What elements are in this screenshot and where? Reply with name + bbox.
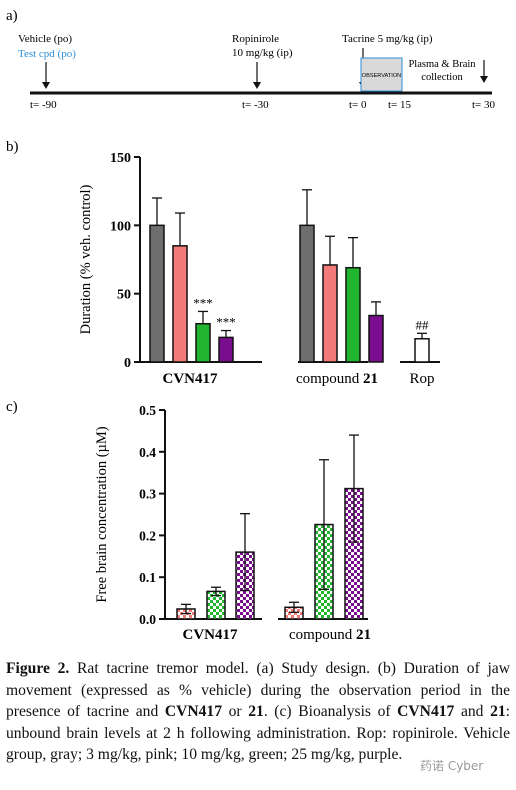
- arrowhead-collection: [480, 76, 488, 83]
- significance-label: ##: [416, 317, 430, 332]
- observation-label: OBSERVATION: [362, 73, 401, 79]
- event-ropinirole-line1: Ropinirole: [232, 33, 279, 45]
- bar: [299, 224, 315, 363]
- y-tick-label: 50: [117, 288, 131, 303]
- time-minus90: t= -90: [30, 99, 57, 111]
- group-label: compound 21: [296, 371, 378, 387]
- y-tick-label: 150: [110, 151, 131, 166]
- caption-bold-4: 21: [490, 703, 506, 720]
- observation-box: [360, 57, 403, 92]
- time-30: t= 30: [472, 99, 496, 111]
- event-tacrine-label: Tacrine 5 mg/kg (ip): [342, 33, 433, 45]
- group-label: CVN417: [163, 371, 218, 387]
- bar: [345, 266, 361, 363]
- significance-label: ***: [193, 295, 213, 310]
- figure-canvas: a) Vehicle (po) Test cpd (po) t= -90 Rop…: [6, 8, 496, 643]
- y-axis-label: Free brain concentration (µM): [94, 426, 110, 602]
- group-label: Rop: [409, 371, 434, 387]
- bar: [322, 264, 338, 363]
- panel-a: a) Vehicle (po) Test cpd (po) t= -90 Rop…: [6, 8, 496, 111]
- y-tick-label: 0.5: [139, 403, 156, 418]
- caption-text-3: . (c) Bioanalysis of: [263, 703, 398, 720]
- group-label: CVN417: [183, 627, 238, 643]
- caption-text-5: : unbound brain levels at 2 h following …: [6, 703, 510, 763]
- y-tick-label: 0.1: [139, 570, 156, 585]
- caption-bold-3: CVN417: [397, 703, 455, 720]
- panel-c-chart: c) 0.0 0.1 0.2 0.3 0.4 0.5 Free brain concentra…: [6, 399, 371, 643]
- caption-text-1: Rat tacrine tremor model. (a) Study desi…: [6, 660, 510, 720]
- event-vehicle-label: Vehicle (po): [18, 33, 72, 45]
- y-tick-label: 0.3: [139, 487, 156, 502]
- y-tick-label: 100: [110, 219, 131, 234]
- watermark: 药诺 Cyber: [420, 759, 484, 773]
- bar: [149, 224, 165, 363]
- event-collection-line1: Plasma & Brain: [408, 59, 476, 70]
- figure-caption: Figure 2. Rat tacrine tremor model. (a) …: [6, 658, 510, 784]
- caption-bold-1: CVN417: [164, 703, 223, 720]
- caption-text-2: or: [222, 703, 249, 720]
- bar: [195, 322, 211, 363]
- caption-figure-label: Figure 2.: [6, 660, 70, 677]
- panel-b-chart: b) 0 50 100 150 Duration (% veh. control) CVN4…: [6, 139, 440, 387]
- time-0: t= 0: [349, 99, 367, 111]
- caption-text-4: and: [454, 703, 491, 720]
- bar: [414, 338, 430, 363]
- event-testcpd-label: Test cpd (po): [18, 48, 76, 60]
- arrowhead-vehicle: [42, 82, 50, 89]
- time-minus30: t= -30: [242, 99, 269, 111]
- bar: [368, 314, 384, 363]
- significance-label: ***: [216, 315, 236, 330]
- y-tick-label: 0.0: [139, 612, 156, 627]
- y-tick-label: 0: [124, 356, 131, 371]
- bar: [172, 245, 188, 363]
- event-ropinirole-line2: 10 mg/kg (ip): [232, 47, 293, 59]
- y-axis-label: Duration (% veh. control): [78, 184, 94, 334]
- caption-bold-2: 21: [248, 703, 264, 720]
- panel-a-label: a): [6, 8, 18, 24]
- y-tick-label: 0.2: [139, 528, 156, 543]
- panel-label: b): [6, 139, 19, 155]
- y-tick-label: 0.4: [139, 445, 156, 460]
- group-label: compound 21: [289, 627, 371, 643]
- arrowhead-ropinirole: [253, 82, 261, 89]
- bar: [218, 336, 234, 363]
- time-15: t= 15: [388, 99, 412, 111]
- panel-label: c): [6, 399, 18, 415]
- event-collection-line2: collection: [421, 72, 463, 83]
